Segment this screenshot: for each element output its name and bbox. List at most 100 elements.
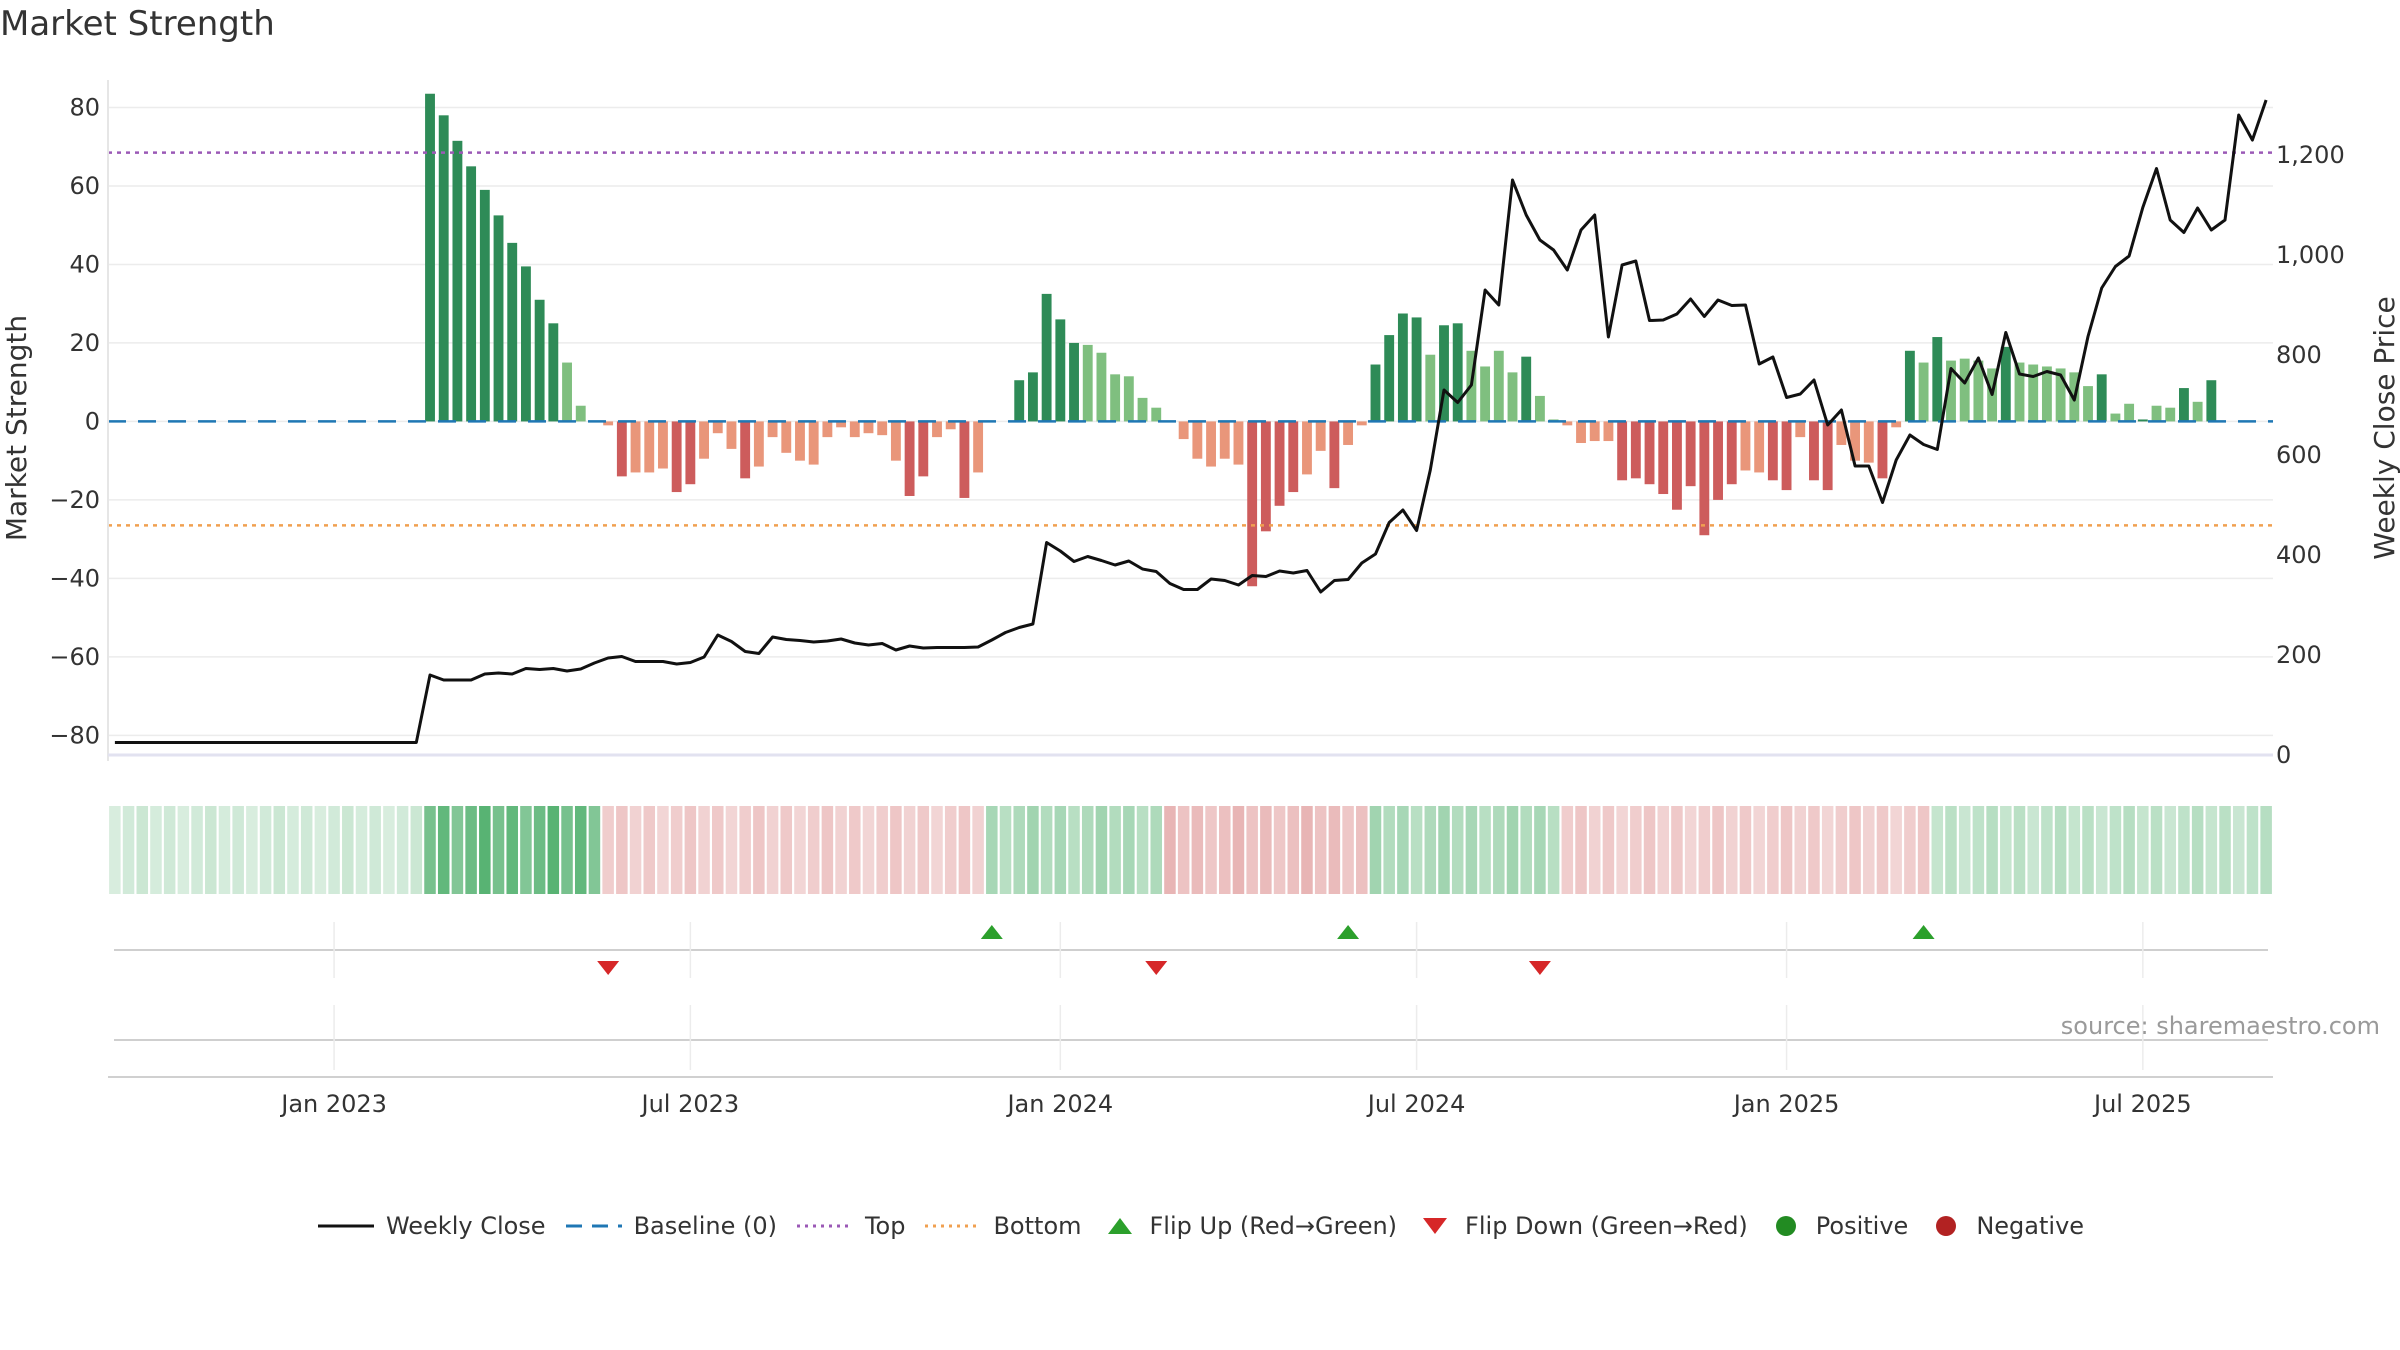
strength-bar-positive (1027, 372, 1038, 422)
strength-bar-positive (2206, 380, 2217, 422)
strength-bar-positive (1439, 325, 1449, 422)
strength-bar-negative (616, 421, 627, 477)
y-tick-label: −40 (49, 564, 100, 592)
regime-cell-negative (862, 806, 875, 894)
y-tick-label: 80 (69, 93, 100, 121)
regime-cell-positive (574, 806, 587, 894)
strength-bar-positive (2083, 386, 2093, 422)
legend-label: Flip Down (Green→Red) (1465, 1212, 1748, 1240)
regime-cell-negative (1602, 806, 1615, 894)
legend-label: Weekly Close (385, 1212, 546, 1240)
legend-line-icon (317, 1224, 374, 1228)
regime-cell-negative (698, 806, 710, 894)
regime-cell-negative (684, 806, 697, 894)
strength-bar-positive (1493, 350, 1504, 422)
regime-cell-positive (2164, 806, 2176, 894)
strength-bar-negative (932, 421, 942, 438)
regime-cell-negative (1301, 806, 1313, 894)
strength-bar-negative (1178, 421, 1189, 440)
regime-cell-positive (2109, 806, 2122, 894)
strength-bar-positive (1041, 293, 1052, 422)
regime-cell-negative (1849, 806, 1861, 894)
regime-cell-negative (807, 806, 820, 894)
regime-cell-positive (163, 806, 176, 894)
x-tick-label: Jul 2023 (640, 1090, 740, 1118)
regime-cell-negative (1588, 806, 1601, 894)
y2-tick-label: 0 (2276, 741, 2291, 769)
regime-cell-positive (2150, 806, 2163, 894)
strength-bar-negative (1726, 421, 1737, 485)
regime-cell-negative (917, 806, 930, 894)
strength-bar-negative (767, 421, 778, 438)
regime-cell-negative (725, 806, 738, 894)
strength-bar-positive (2124, 403, 2135, 422)
regime-cell-positive (2123, 806, 2135, 894)
y-tick-label: 0 (85, 407, 100, 435)
flip-down-marker (1145, 961, 1168, 975)
regime-cell-positive (986, 806, 998, 894)
regime-cell-negative (1273, 806, 1286, 894)
strength-bar-positive (2055, 368, 2066, 422)
strength-bar-negative (1836, 421, 1847, 445)
strength-bar-negative (1206, 421, 1216, 467)
regime-cell-positive (1397, 806, 1409, 894)
x-tick-label: Jan 2023 (279, 1090, 387, 1118)
source-credit: source: sharemaestro.com (2060, 1012, 2380, 1040)
regime-cell-negative (1246, 806, 1258, 894)
strength-bar-negative (1233, 421, 1244, 465)
strength-bar-positive (2165, 407, 2176, 422)
regime-cell-positive (2041, 806, 2053, 894)
strength-bar-positive (1123, 376, 1134, 422)
y-tick-label: 60 (69, 172, 100, 200)
strength-bar-negative (753, 421, 764, 467)
regime-cell-positive (136, 806, 149, 894)
regime-cell-negative (958, 806, 971, 894)
regime-cell-negative (1671, 806, 1683, 894)
regime-cell-positive (1424, 806, 1437, 894)
weekly-close-line-group (114, 99, 2268, 744)
strength-bar-negative (671, 421, 682, 493)
regime-cell-positive (1986, 806, 1998, 894)
strength-bar-positive (2028, 364, 2039, 422)
strength-bar-positive (2041, 366, 2052, 422)
strength-bar-negative (836, 421, 847, 428)
strength-bar-negative (685, 421, 696, 485)
regime-cell-positive (342, 806, 354, 894)
regime-cell-positive (451, 806, 464, 894)
regime-cell-positive (561, 806, 573, 894)
strength-bar-positive (1137, 397, 1148, 422)
regime-cell-positive (2137, 806, 2149, 894)
strength-bar-positive (548, 323, 559, 422)
regime-cell-positive (1547, 806, 1560, 894)
flip-down-marker (1528, 961, 1551, 975)
y-tick-label: −20 (49, 486, 100, 514)
y-tick-label: −60 (49, 643, 100, 671)
strength-bar-positive (1946, 360, 1956, 422)
regime-cell-positive (1451, 806, 1464, 894)
strength-bar-negative (1356, 421, 1367, 426)
strength-bar-negative (1274, 421, 1285, 506)
regime-cell-positive (287, 806, 299, 894)
legend-label: Negative (1976, 1212, 2085, 1240)
strength-bar-negative (781, 421, 792, 453)
legend-label: Positive (1815, 1212, 1909, 1240)
regime-cell-positive (999, 806, 1012, 894)
flip-markers (114, 922, 2268, 1070)
legend-label: Top (864, 1212, 906, 1240)
strength-bar-negative (1658, 421, 1669, 495)
regime-cell-positive (2219, 806, 2231, 894)
regime-cell-negative (1205, 806, 1217, 894)
regime-cell-positive (2000, 806, 2012, 894)
regime-cell-negative (670, 806, 683, 894)
regime-cell-negative (1794, 806, 1807, 894)
strength-bar-negative (1699, 421, 1710, 536)
regime-cell-negative (821, 806, 834, 894)
regime-cell-negative (1314, 806, 1327, 894)
circle-green-icon (1775, 1216, 1796, 1236)
regime-cell-positive (300, 806, 313, 894)
legend-label: Flip Up (Red→Green) (1149, 1212, 1398, 1240)
regime-cell-positive (2095, 806, 2108, 894)
regime-cell-negative (944, 806, 957, 894)
regime-cell-positive (232, 806, 244, 894)
regime-cell-negative (1657, 806, 1669, 894)
